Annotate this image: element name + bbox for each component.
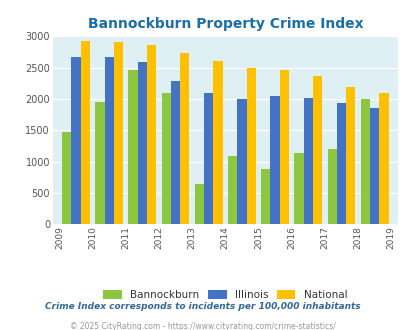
Bar: [71, 57, 81, 224]
Bar: [303, 98, 312, 224]
Bar: [81, 41, 90, 224]
Bar: [161, 93, 171, 224]
Bar: [147, 45, 156, 224]
Bar: [369, 109, 378, 224]
Bar: [360, 99, 369, 224]
Bar: [336, 103, 345, 224]
Text: Crime Index corresponds to incidents per 100,000 inhabitants: Crime Index corresponds to incidents per…: [45, 302, 360, 311]
Bar: [279, 70, 288, 224]
Bar: [204, 93, 213, 224]
Bar: [171, 82, 180, 224]
Bar: [378, 93, 388, 224]
Bar: [213, 61, 222, 224]
Bar: [345, 87, 354, 224]
Bar: [128, 70, 137, 224]
Bar: [237, 99, 246, 224]
Bar: [113, 42, 123, 224]
Text: © 2025 CityRating.com - https://www.cityrating.com/crime-statistics/: © 2025 CityRating.com - https://www.city…: [70, 322, 335, 330]
Bar: [294, 153, 303, 224]
Bar: [327, 148, 336, 224]
Bar: [312, 77, 322, 224]
Bar: [62, 132, 71, 224]
Bar: [180, 52, 189, 224]
Bar: [137, 62, 147, 224]
Bar: [270, 96, 279, 224]
Bar: [104, 57, 113, 224]
Bar: [260, 169, 270, 224]
Bar: [246, 68, 255, 224]
Bar: [194, 184, 204, 224]
Title: Bannockburn Property Crime Index: Bannockburn Property Crime Index: [87, 17, 362, 31]
Bar: [95, 102, 104, 224]
Bar: [228, 156, 237, 224]
Legend: Bannockburn, Illinois, National: Bannockburn, Illinois, National: [103, 290, 347, 300]
